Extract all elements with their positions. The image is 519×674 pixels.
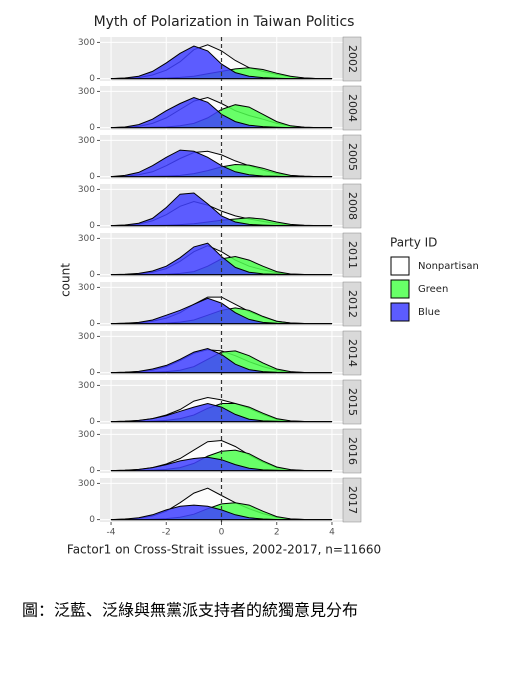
density-area [110,96,333,129]
density-area [110,504,333,521]
legend-key [390,256,410,276]
density-area [110,192,333,227]
facet-label: 2002 [346,45,359,73]
facet-label: 2008 [346,192,359,220]
facet-label: 2012 [346,290,359,318]
y-tick-label: 300 [78,185,95,195]
y-tick-label: 300 [78,430,95,440]
facet-strip [342,232,362,278]
y-tick-label: 0 [89,74,95,84]
chart-title: Myth of Polarization in Taiwan Politics [94,14,355,30]
x-tick-label: -4 [107,528,116,538]
facet-label: 2004 [346,94,359,122]
y-tick-label: 0 [89,221,95,231]
facet-strip [342,134,362,180]
facet-strip [342,281,362,327]
facet-strip [342,183,362,229]
facet-label: 2017 [346,486,359,514]
density-area [110,242,333,276]
x-axis-label: Factor1 on Cross-Strait issues, 2002-201… [67,543,381,557]
y-tick-label: 0 [89,368,95,378]
density-area [110,402,333,423]
facet-strip [342,379,362,425]
y-tick-label: 300 [78,283,95,293]
legend-key [390,302,410,322]
facet-label: 2014 [346,339,359,367]
facet-label: 2005 [346,143,359,171]
legend-label: Nonpartisan [418,261,479,272]
y-tick-label: 300 [78,87,95,97]
facet-label: 2015 [346,388,359,416]
y-tick-label: 0 [89,270,95,280]
facet-strip [342,428,362,474]
y-tick-label: 300 [78,38,95,48]
y-tick-label: 300 [78,332,95,342]
y-tick-label: 0 [89,319,95,329]
legend-key [390,279,410,299]
facet-strip [342,330,362,376]
y-tick-label: 0 [89,417,95,427]
x-tick-label: 2 [274,528,280,538]
legend-label: Blue [418,307,440,318]
density-area [110,45,333,80]
facet-strip [342,85,362,131]
facet-label: 2016 [346,437,359,465]
facet-strip [342,477,362,523]
y-tick-label: 300 [78,136,95,146]
legend-title: Party ID [390,236,437,250]
facet-strip [342,36,362,82]
density-area [110,149,333,178]
y-axis-label: count [59,263,73,297]
density-area [110,456,333,472]
x-tick-label: 4 [329,528,335,538]
x-tick-label: 0 [219,528,225,538]
y-tick-label: 0 [89,515,95,525]
x-tick-label: -2 [162,528,171,538]
y-tick-label: 0 [89,172,95,182]
y-tick-label: 300 [78,234,95,244]
y-tick-label: 300 [78,479,95,489]
facet-label: 2011 [346,241,359,269]
caption: 圖：泛藍、泛綠與無黨派支持者的統獨意見分布 [22,601,358,620]
y-tick-label: 0 [89,466,95,476]
y-tick-label: 300 [78,381,95,391]
legend-label: Green [418,284,448,295]
y-tick-label: 0 [89,123,95,133]
